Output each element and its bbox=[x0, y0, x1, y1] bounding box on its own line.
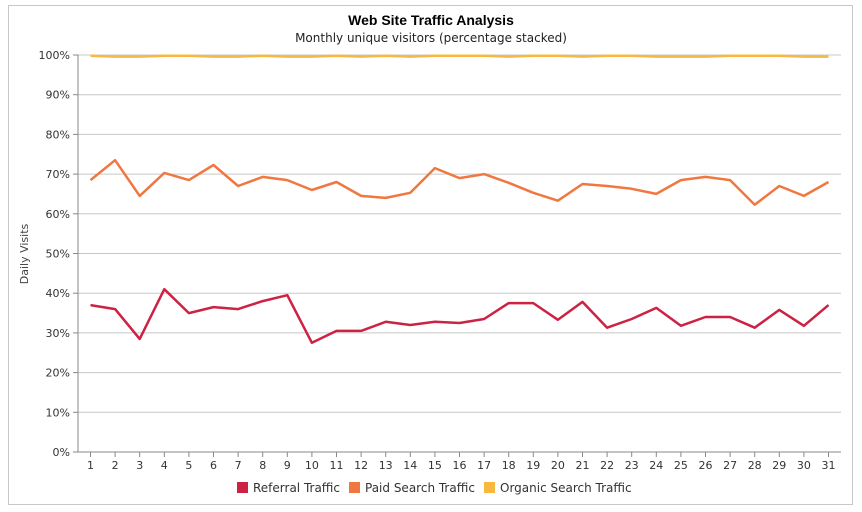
x-tick-label: 31 bbox=[822, 459, 836, 472]
x-tick-label: 5 bbox=[185, 459, 192, 472]
y-tick-label: 30% bbox=[46, 327, 70, 340]
legend-swatch bbox=[349, 482, 360, 493]
y-tick-label: 70% bbox=[46, 168, 70, 181]
x-tick-label: 1 bbox=[87, 459, 94, 472]
y-tick-label: 20% bbox=[46, 367, 70, 380]
x-axis-ticks: 1 2 3 4 5 6 7 8 9 10 11 12 13 14 15 16 17 18 19 20 21 22 23 24 2… bbox=[87, 452, 836, 472]
series-line bbox=[90, 287, 830, 345]
x-tick-label: 2 bbox=[112, 459, 119, 472]
chart-subtitle: Monthly unique visitors (percentage stac… bbox=[295, 31, 567, 45]
x-tick-label: 22 bbox=[600, 459, 614, 472]
y-tick-label: 80% bbox=[46, 128, 70, 141]
x-tick-label: 7 bbox=[235, 459, 242, 472]
legend-swatch bbox=[237, 482, 248, 493]
x-tick-label: 26 bbox=[699, 459, 713, 472]
y-tick-label: 50% bbox=[46, 248, 70, 261]
x-tick-label: 27 bbox=[723, 459, 737, 472]
y-tick-label: 100% bbox=[39, 49, 70, 62]
series-line bbox=[89, 158, 830, 206]
series-lines bbox=[89, 54, 830, 345]
legend-label: Paid Search Traffic bbox=[365, 481, 475, 495]
chart-title: Web Site Traffic Analysis bbox=[348, 12, 514, 28]
y-tick-label: 90% bbox=[46, 89, 70, 102]
x-tick-label: 25 bbox=[674, 459, 688, 472]
x-tick-label: 21 bbox=[576, 459, 590, 472]
y-axis-ticks: 0% 10% 20% 30% 40% 50% 60% 70% 80% 90% 100% bbox=[39, 49, 78, 459]
x-tick-label: 15 bbox=[428, 459, 442, 472]
x-tick-label: 17 bbox=[477, 459, 491, 472]
series-line bbox=[90, 54, 829, 58]
legend: Referral Traffic Paid Search Traffic Organ… bbox=[237, 481, 632, 495]
x-tick-label: 24 bbox=[649, 459, 663, 472]
y-tick-label: 40% bbox=[46, 287, 70, 300]
grid-lines bbox=[77, 54, 841, 453]
x-tick-label: 6 bbox=[210, 459, 217, 472]
legend-swatch bbox=[484, 482, 495, 493]
x-tick-label: 18 bbox=[502, 459, 516, 472]
x-tick-label: 14 bbox=[403, 459, 417, 472]
x-tick-label: 13 bbox=[379, 459, 393, 472]
x-tick-label: 11 bbox=[330, 459, 344, 472]
x-tick-label: 28 bbox=[748, 459, 762, 472]
chart-frame bbox=[8, 5, 853, 505]
x-tick-label: 9 bbox=[284, 459, 291, 472]
x-tick-label: 16 bbox=[453, 459, 467, 472]
x-tick-label: 20 bbox=[551, 459, 565, 472]
x-tick-label: 29 bbox=[772, 459, 786, 472]
x-tick-label: 10 bbox=[305, 459, 319, 472]
x-tick-label: 3 bbox=[136, 459, 143, 472]
x-tick-label: 19 bbox=[526, 459, 540, 472]
legend-label: Organic Search Traffic bbox=[500, 481, 632, 495]
y-tick-label: 0% bbox=[53, 446, 70, 459]
x-tick-label: 23 bbox=[625, 459, 639, 472]
y-tick-label: 10% bbox=[46, 406, 70, 419]
y-axis-label: Daily Visits bbox=[18, 223, 31, 284]
x-tick-label: 8 bbox=[259, 459, 266, 472]
x-tick-label: 12 bbox=[354, 459, 368, 472]
y-tick-label: 60% bbox=[46, 208, 70, 221]
x-tick-label: 4 bbox=[161, 459, 168, 472]
legend-label: Referral Traffic bbox=[253, 481, 340, 495]
x-tick-label: 30 bbox=[797, 459, 811, 472]
